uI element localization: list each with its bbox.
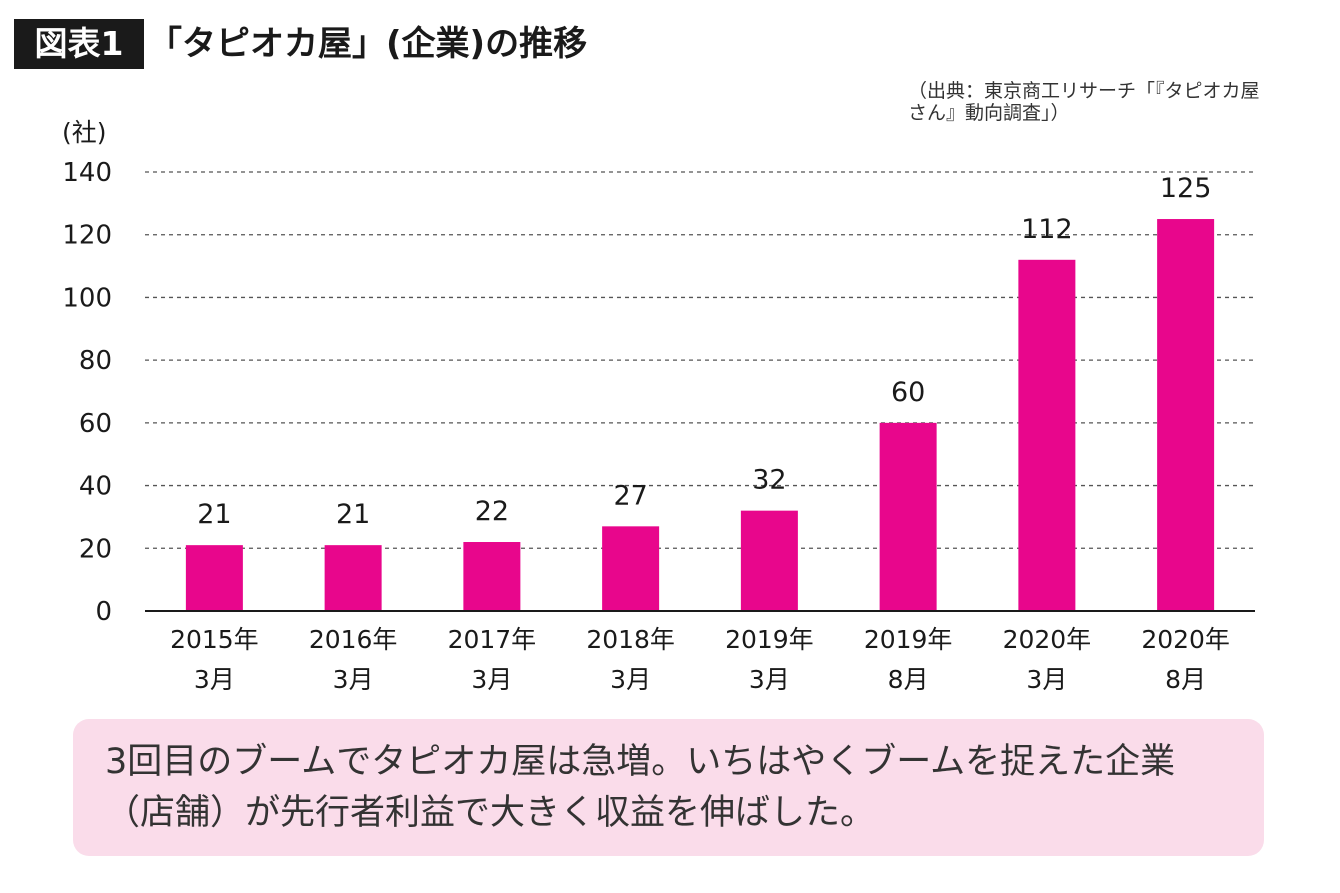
source-citation: （出典：東京商工リサーチ「『タピオカ屋さん』動向調査」） xyxy=(908,80,1260,124)
bar-value-label: 27 xyxy=(613,480,647,511)
x-category-label-year: 2017年 xyxy=(448,625,537,654)
x-category-label-year: 2020年 xyxy=(1003,625,1092,654)
bar-value-label: 112 xyxy=(1021,214,1073,245)
bar xyxy=(185,545,243,611)
x-category-label-year: 2019年 xyxy=(725,625,814,654)
figure-number-badge: 図表1 xyxy=(14,19,144,69)
x-category-label-month: 8月 xyxy=(1165,665,1206,694)
y-tick-label: 140 xyxy=(62,158,112,188)
bar xyxy=(740,510,798,611)
x-category-label-month: 3月 xyxy=(194,665,235,694)
bar xyxy=(463,542,521,611)
y-tick-label: 20 xyxy=(79,534,112,564)
y-tick-label: 40 xyxy=(79,472,112,502)
bar-value-label: 21 xyxy=(336,499,370,530)
y-tick-label: 120 xyxy=(62,221,112,251)
bar-value-label: 125 xyxy=(1160,173,1212,204)
y-tick-label: 0 xyxy=(95,597,112,627)
x-category-label-month: 3月 xyxy=(610,665,651,694)
bar-chart: 0 20 40 60 80 100 120 140 21 2015年 3月 21 2016年 3月 22 20… xyxy=(62,158,1255,694)
bar xyxy=(602,526,660,611)
y-tick-label: 80 xyxy=(79,346,112,376)
bar-value-label: 32 xyxy=(752,465,786,496)
x-category-label-year: 2016年 xyxy=(309,625,398,654)
x-category-label-year: 2019年 xyxy=(864,625,953,654)
bar-value-label: 22 xyxy=(475,496,509,527)
x-category-label-month: 8月 xyxy=(888,665,929,694)
x-category-label-month: 3月 xyxy=(471,665,512,694)
y-axis-unit-label: (社) xyxy=(62,118,107,147)
bar xyxy=(324,545,382,611)
x-category-label-month: 3月 xyxy=(749,665,790,694)
x-category-label-year: 2018年 xyxy=(586,625,675,654)
bar-value-label: 60 xyxy=(891,377,925,408)
bar xyxy=(879,422,937,611)
y-tick-label: 100 xyxy=(62,283,112,313)
caption-note: 3回目のブームでタピオカ屋は急増。いちはやくブームを捉えた企業（店舗）が先行者利… xyxy=(73,719,1264,856)
bar-value-label: 21 xyxy=(197,499,231,530)
x-category-label-month: 3月 xyxy=(333,665,374,694)
bar xyxy=(1018,259,1076,611)
x-category-label-year: 2020年 xyxy=(1141,625,1230,654)
y-tick-label: 60 xyxy=(79,409,112,439)
x-category-label-month: 3月 xyxy=(1026,665,1067,694)
x-category-label-year: 2015年 xyxy=(170,625,259,654)
bar xyxy=(1157,219,1215,612)
chart-title: 「タピオカ屋」(企業)の推移 xyxy=(148,24,588,64)
